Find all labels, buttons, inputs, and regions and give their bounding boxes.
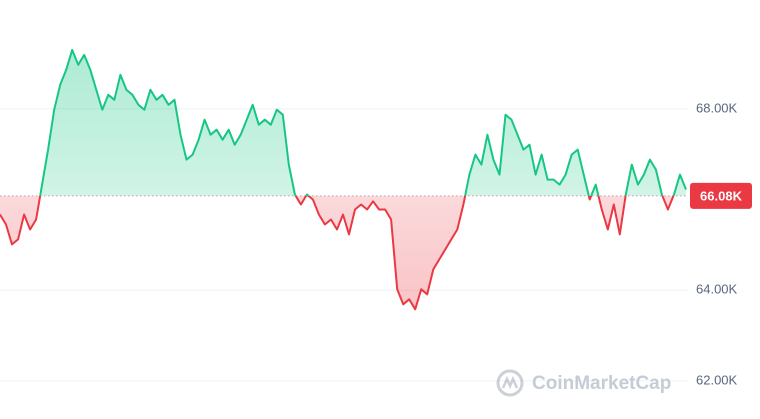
watermark: CoinMarketCap (532, 373, 671, 394)
area-up (0, 49, 686, 196)
area-down (0, 195, 674, 310)
y-tick-label: 68.00K (696, 100, 738, 115)
y-tick-label: 64.00K (696, 282, 738, 297)
watermark-logo (496, 369, 524, 397)
line-up (39, 48, 687, 196)
price-label: 66.08K (700, 188, 743, 203)
line-down (0, 195, 675, 311)
y-tick-label: 62.00K (696, 372, 738, 387)
plot (0, 48, 688, 311)
price-badge (690, 182, 752, 209)
